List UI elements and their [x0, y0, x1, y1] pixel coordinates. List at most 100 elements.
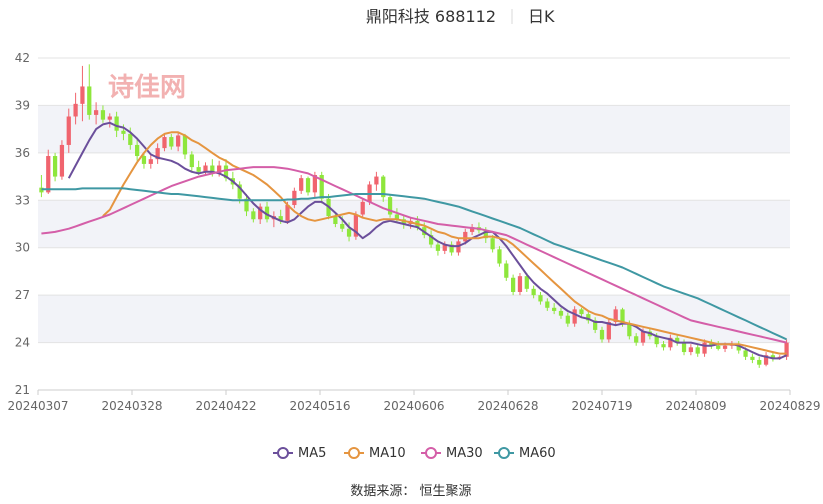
candle	[531, 285, 536, 299]
y-tick-label: 39	[15, 98, 30, 112]
x-axis-labels: 20240307 20240328 20240422 20240516 20240606…	[7, 389, 821, 413]
candle-body	[517, 276, 523, 292]
candle	[552, 303, 557, 315]
candle-body	[169, 137, 174, 147]
candle-body	[593, 320, 598, 330]
candle-body	[394, 214, 400, 220]
candle-body	[606, 322, 611, 340]
candle	[264, 201, 270, 223]
candle	[497, 246, 502, 267]
y-axis-labels: 21 24 27 30 33 36 39 42	[15, 51, 30, 397]
candle-body	[552, 307, 557, 311]
candle-body	[80, 86, 85, 104]
legend-marker	[498, 447, 510, 459]
candle	[292, 187, 297, 209]
x-tick-label: 20240307	[7, 399, 68, 413]
candle-body	[217, 165, 222, 174]
candle	[524, 273, 529, 292]
candle	[39, 174, 44, 198]
candle-body	[251, 211, 256, 220]
candle	[599, 326, 605, 343]
candle-body	[545, 301, 550, 308]
candle-body	[449, 244, 454, 253]
candle	[435, 241, 441, 256]
candle	[702, 339, 707, 357]
candle	[73, 92, 78, 125]
candle-body	[141, 156, 147, 164]
legend-marker	[425, 447, 437, 459]
candle-body	[463, 231, 468, 242]
candle-body	[340, 224, 345, 229]
candle-body	[196, 167, 201, 172]
legend-item-ma30[interactable]: MA30	[421, 446, 483, 461]
candle-body	[702, 342, 707, 354]
legend-label: MA5	[298, 446, 326, 461]
candle-body	[264, 206, 270, 220]
candle-body	[360, 201, 365, 215]
candle-body	[299, 178, 304, 191]
candle	[586, 310, 591, 324]
candle-body	[353, 214, 359, 237]
data-source: 数据来源： 恒生聚源	[350, 484, 471, 499]
candle	[114, 111, 119, 138]
candle	[189, 151, 194, 172]
candle-body	[572, 309, 577, 324]
candle-body	[634, 336, 639, 343]
candle-body	[613, 309, 618, 323]
candle	[675, 334, 680, 346]
candle-body	[668, 337, 673, 348]
candle-body	[504, 263, 509, 278]
candle-body	[176, 135, 181, 147]
candle-body	[107, 116, 112, 120]
candle	[716, 340, 721, 351]
candle	[558, 307, 564, 319]
candle-body	[586, 314, 591, 321]
candle	[688, 344, 693, 356]
legend-item-ma5[interactable]: MA5	[273, 446, 326, 461]
candle-body	[736, 344, 741, 351]
candle	[162, 133, 167, 152]
x-tick-label: 20240719	[571, 399, 632, 413]
candle-body	[346, 228, 352, 237]
y-tick-label: 42	[15, 51, 30, 65]
legend-label: MA30	[446, 446, 483, 461]
candle	[346, 222, 352, 242]
candle-body	[285, 205, 290, 221]
y-tick-label: 21	[15, 383, 30, 397]
candle-body	[784, 342, 789, 357]
candle-body	[490, 238, 495, 250]
chart-title-stock: 鼎阳科技 688112	[366, 7, 496, 26]
candle	[504, 260, 509, 281]
candle-body	[121, 130, 126, 134]
candle	[100, 105, 106, 123]
candle-body	[73, 103, 78, 117]
y-tick-label: 27	[15, 288, 30, 302]
candle-body	[258, 206, 263, 220]
candle-body	[135, 144, 140, 157]
candle	[319, 171, 324, 204]
watermark-text: 诗佳网	[108, 73, 186, 103]
candle-body	[52, 156, 58, 177]
candle-body	[333, 216, 338, 224]
candle	[176, 132, 181, 152]
candle-body	[435, 244, 441, 251]
candle	[93, 102, 99, 125]
candle-body	[770, 355, 776, 359]
candle	[135, 138, 140, 161]
candle	[709, 339, 714, 349]
candle	[52, 152, 58, 182]
candle-body	[312, 174, 317, 193]
legend-item-ma10[interactable]: MA10	[344, 446, 406, 461]
legend-item-ma60[interactable]: MA60	[494, 446, 556, 461]
candle	[511, 274, 516, 296]
chart-title-period: 日K	[528, 7, 555, 26]
candle-body	[59, 144, 65, 177]
candle-body	[387, 197, 393, 215]
candle	[244, 193, 249, 217]
candle-body	[722, 345, 728, 349]
candle-body	[292, 190, 297, 206]
candle-body	[148, 159, 153, 164]
legend-marker	[277, 447, 289, 459]
candle-body	[87, 86, 92, 115]
moving-average-lines	[41, 121, 788, 360]
